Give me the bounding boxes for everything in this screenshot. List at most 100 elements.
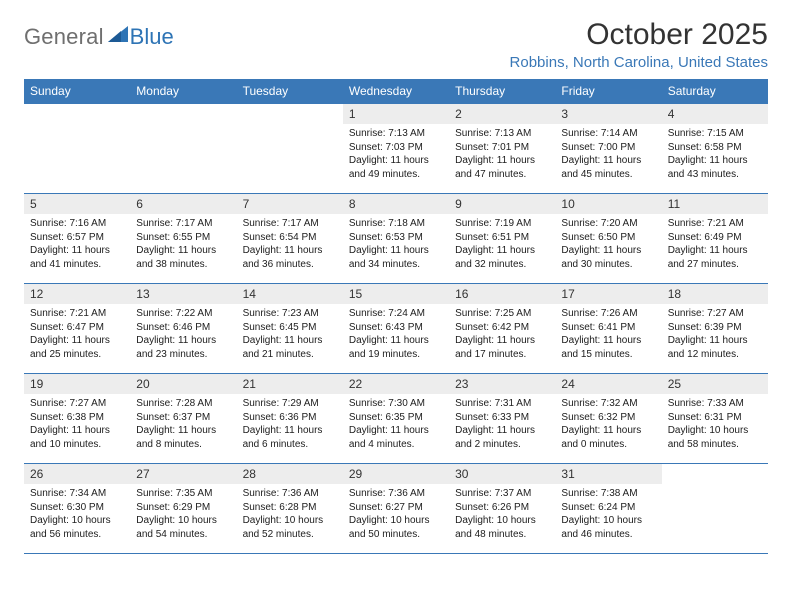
day-detail: Sunrise: 7:23 AMSunset: 6:45 PMDaylight:… xyxy=(237,304,343,367)
day-detail-line: Sunrise: 7:34 AM xyxy=(30,487,124,501)
day-detail: Sunrise: 7:27 AMSunset: 6:39 PMDaylight:… xyxy=(662,304,768,367)
calendar-cell: 1Sunrise: 7:13 AMSunset: 7:03 PMDaylight… xyxy=(343,104,449,194)
day-detail: Sunrise: 7:14 AMSunset: 7:00 PMDaylight:… xyxy=(555,124,661,187)
day-detail-line: Sunset: 7:00 PM xyxy=(561,141,655,155)
day-detail-line: Daylight: 11 hours and 25 minutes. xyxy=(30,334,124,361)
day-detail: Sunrise: 7:28 AMSunset: 6:37 PMDaylight:… xyxy=(130,394,236,457)
day-detail-line: Sunrise: 7:26 AM xyxy=(561,307,655,321)
calendar-cell: 23 Sunrise: 7:31 AMSunset: 6:33 PMDayligh… xyxy=(449,374,555,464)
calendar-cell: 20Sunrise: 7:28 AMSunset: 6:37 PMDayligh… xyxy=(130,374,236,464)
day-detail: Sunrise: 7:25 AMSunset: 6:42 PMDaylight:… xyxy=(449,304,555,367)
location-subtitle: Robbins, North Carolina, United States xyxy=(510,54,768,71)
day-detail-line: Sunset: 6:33 PM xyxy=(455,411,549,425)
calendar-cell-empty xyxy=(237,104,343,194)
day-detail: Sunrise: 7:13 AMSunset: 7:01 PMDaylight:… xyxy=(449,124,555,187)
day-detail: Sunrise: 7:38 AMSunset: 6:24 PMDaylight:… xyxy=(555,484,661,547)
day-detail-line: Daylight: 11 hours and 32 minutes. xyxy=(455,244,549,271)
logo-sail-icon xyxy=(108,26,128,42)
brand-logo: General Blue xyxy=(24,24,174,50)
calendar-cell: 22Sunrise: 7:30 AMSunset: 6:35 PMDayligh… xyxy=(343,374,449,464)
day-detail-line: Sunset: 6:37 PM xyxy=(136,411,230,425)
day-detail-line: Sunset: 6:28 PM xyxy=(243,501,337,515)
day-detail-line: Sunset: 6:58 PM xyxy=(668,141,762,155)
calendar-cell: 24Sunrise: 7:32 AMSunset: 6:32 PMDayligh… xyxy=(555,374,661,464)
calendar-cell-empty xyxy=(662,464,768,554)
day-detail: Sunrise: 7:30 AMSunset: 6:35 PMDaylight:… xyxy=(343,394,449,457)
day-detail-line: Sunrise: 7:38 AM xyxy=(561,487,655,501)
day-detail-line: Sunrise: 7:29 AM xyxy=(243,397,337,411)
day-detail: Sunrise: 7:22 AMSunset: 6:46 PMDaylight:… xyxy=(130,304,236,367)
calendar-cell: 31Sunrise: 7:38 AMSunset: 6:24 PMDayligh… xyxy=(555,464,661,554)
day-header: Friday xyxy=(555,79,661,104)
day-header: Monday xyxy=(130,79,236,104)
day-detail-line: Sunset: 6:36 PM xyxy=(243,411,337,425)
day-number: 6 xyxy=(130,194,236,214)
calendar-cell: 13Sunrise: 7:22 AMSunset: 6:46 PMDayligh… xyxy=(130,284,236,374)
day-detail: Sunrise: 7:27 AMSunset: 6:38 PMDaylight:… xyxy=(24,394,130,457)
day-number: 22 xyxy=(343,374,449,394)
day-detail-line: Daylight: 11 hours and 12 minutes. xyxy=(668,334,762,361)
day-detail-line: Sunset: 6:54 PM xyxy=(243,231,337,245)
day-detail-line: Daylight: 11 hours and 36 minutes. xyxy=(243,244,337,271)
day-detail-line: Sunrise: 7:31 AM xyxy=(455,397,549,411)
day-detail-line: Daylight: 10 hours and 52 minutes. xyxy=(243,514,337,541)
day-detail-line: Sunset: 6:30 PM xyxy=(30,501,124,515)
day-detail: Sunrise: 7:29 AMSunset: 6:36 PMDaylight:… xyxy=(237,394,343,457)
calendar-cell: 15Sunrise: 7:24 AMSunset: 6:43 PMDayligh… xyxy=(343,284,449,374)
day-detail-line: Sunrise: 7:28 AM xyxy=(136,397,230,411)
day-detail-line: Daylight: 10 hours and 50 minutes. xyxy=(349,514,443,541)
day-number: 27 xyxy=(130,464,236,484)
day-detail-line: Sunrise: 7:23 AM xyxy=(243,307,337,321)
day-number: 21 xyxy=(237,374,343,394)
day-detail: Sunrise: 7:34 AMSunset: 6:30 PMDaylight:… xyxy=(24,484,130,547)
logo-text-general: General xyxy=(24,24,104,50)
day-detail-line: Sunrise: 7:27 AM xyxy=(30,397,124,411)
day-detail-line: Sunset: 6:35 PM xyxy=(349,411,443,425)
day-number: 5 xyxy=(24,194,130,214)
calendar-cell: 18Sunrise: 7:27 AMSunset: 6:39 PMDayligh… xyxy=(662,284,768,374)
day-detail xyxy=(662,470,768,479)
day-detail-line: Daylight: 11 hours and 30 minutes. xyxy=(561,244,655,271)
day-detail-line: Daylight: 11 hours and 49 minutes. xyxy=(349,154,443,181)
day-detail-line: Sunrise: 7:18 AM xyxy=(349,217,443,231)
day-detail-line: Sunrise: 7:15 AM xyxy=(668,127,762,141)
day-number: 8 xyxy=(343,194,449,214)
calendar-cell: 10Sunrise: 7:20 AMSunset: 6:50 PMDayligh… xyxy=(555,194,661,284)
day-detail-line: Sunrise: 7:25 AM xyxy=(455,307,549,321)
day-number: 29 xyxy=(343,464,449,484)
day-detail: Sunrise: 7:21 AMSunset: 6:49 PMDaylight:… xyxy=(662,214,768,277)
day-detail-line: Sunrise: 7:17 AM xyxy=(243,217,337,231)
day-header: Wednesday xyxy=(343,79,449,104)
day-detail-line: Sunset: 6:45 PM xyxy=(243,321,337,335)
day-detail-line: Sunset: 6:55 PM xyxy=(136,231,230,245)
day-detail-line: Sunrise: 7:33 AM xyxy=(668,397,762,411)
day-detail-line: Daylight: 11 hours and 2 minutes. xyxy=(455,424,549,451)
day-detail-line: Sunset: 6:43 PM xyxy=(349,321,443,335)
day-number: 14 xyxy=(237,284,343,304)
day-detail-line: Sunset: 6:27 PM xyxy=(349,501,443,515)
day-detail-line: Sunset: 6:53 PM xyxy=(349,231,443,245)
calendar-cell: 8Sunrise: 7:18 AMSunset: 6:53 PMDaylight… xyxy=(343,194,449,284)
day-detail xyxy=(130,110,236,119)
day-detail-line: Sunset: 6:51 PM xyxy=(455,231,549,245)
day-detail-line: Sunrise: 7:30 AM xyxy=(349,397,443,411)
day-detail-line: Daylight: 11 hours and 0 minutes. xyxy=(561,424,655,451)
day-detail-line: Daylight: 11 hours and 27 minutes. xyxy=(668,244,762,271)
day-number: 3 xyxy=(555,104,661,124)
day-detail: Sunrise: 7:35 AMSunset: 6:29 PMDaylight:… xyxy=(130,484,236,547)
day-number: 25 xyxy=(662,374,768,394)
day-number: 2 xyxy=(449,104,555,124)
day-detail-line: Daylight: 11 hours and 15 minutes. xyxy=(561,334,655,361)
day-detail: Sunrise: 7:17 AMSunset: 6:55 PMDaylight:… xyxy=(130,214,236,277)
day-number: 23 xyxy=(449,374,555,394)
day-detail: Sunrise: 7:19 AMSunset: 6:51 PMDaylight:… xyxy=(449,214,555,277)
day-detail-line: Daylight: 11 hours and 8 minutes. xyxy=(136,424,230,451)
day-detail-line: Daylight: 10 hours and 54 minutes. xyxy=(136,514,230,541)
day-number: 28 xyxy=(237,464,343,484)
day-detail-line: Sunset: 6:49 PM xyxy=(668,231,762,245)
day-number: 1 xyxy=(343,104,449,124)
page-header: General Blue October 2025 Robbins, North… xyxy=(24,18,768,71)
day-detail-line: Sunset: 6:32 PM xyxy=(561,411,655,425)
day-detail-line: Daylight: 11 hours and 10 minutes. xyxy=(30,424,124,451)
day-number: 11 xyxy=(662,194,768,214)
